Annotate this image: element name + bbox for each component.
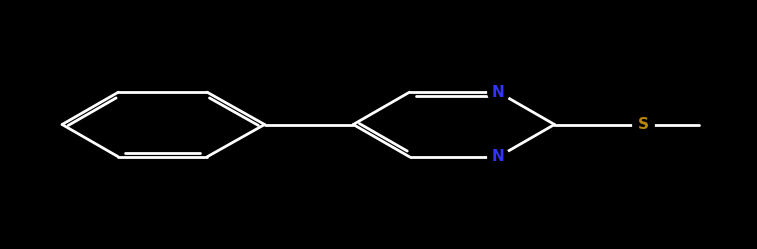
Text: N: N	[492, 85, 505, 100]
Text: N: N	[492, 149, 505, 164]
Text: S: S	[637, 117, 649, 132]
